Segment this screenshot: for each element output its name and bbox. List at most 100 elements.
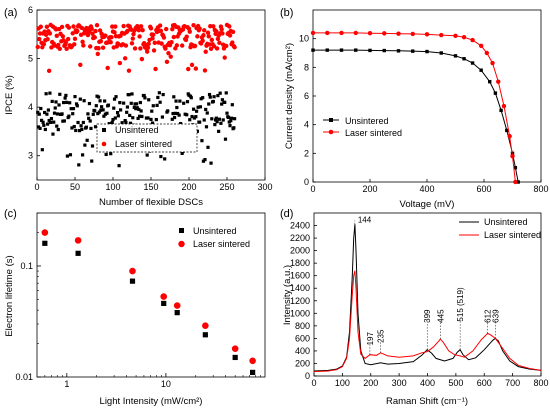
- panel-b-point-laser: [410, 31, 415, 37]
- panel-a-point-laser: [94, 22, 100, 28]
- panel-a-point-unsintered: [196, 105, 200, 109]
- panel-d-legend-laser: Laser sintered: [484, 230, 541, 240]
- panel-a-point-laser: [230, 40, 235, 45]
- panel-a-xtick-label: 200: [181, 182, 196, 192]
- panel-a-point-laser: [79, 25, 85, 31]
- panel-a-point-laser: [153, 66, 158, 72]
- panel-a-point-unsintered: [76, 120, 80, 125]
- panel-a-point-unsintered: [212, 95, 216, 99]
- panel-a-point-unsintered: [220, 98, 225, 102]
- panel-a-point-unsintered: [204, 107, 208, 112]
- panel-a-point-unsintered: [113, 116, 117, 120]
- panel-a-point-laser: [202, 28, 207, 33]
- panel-a-point-unsintered: [97, 110, 101, 114]
- panel-c-point-laser: [249, 357, 256, 365]
- panel-b-point-laser: [507, 133, 512, 139]
- panel-a-point-unsintered: [110, 120, 114, 124]
- panel-a-point-unsintered: [229, 116, 234, 120]
- panel-a-point-laser: [98, 38, 104, 44]
- panel-b-point-unsintered: [339, 48, 344, 52]
- panel-a-point-unsintered: [96, 95, 101, 99]
- panel-a-point-unsintered: [201, 96, 205, 100]
- panel-a-point-unsintered: [145, 153, 149, 157]
- panel-a-point-laser: [191, 23, 196, 28]
- panel-d-xtick-label: 200: [363, 378, 378, 388]
- panel-a-point-laser: [189, 62, 195, 68]
- panel-a-point-unsintered: [125, 110, 129, 114]
- panel-b-point-laser: [396, 31, 401, 36]
- panel-a-point-unsintered: [63, 96, 67, 100]
- panel-a-point-unsintered: [135, 106, 139, 110]
- panel-a-point-unsintered: [125, 105, 130, 109]
- panel-d-ytick-label: 400: [295, 346, 310, 356]
- panel-a-point-unsintered: [45, 112, 49, 116]
- panel-a-point-laser: [129, 41, 135, 46]
- panel-d-peak-label: 197: [366, 332, 375, 346]
- panel-d-ticks: 0 100 200 300 400 500 600 700 800020040060080010…: [290, 221, 549, 388]
- panel-b: (b) Voltage (mV) Current density (mA/cm²…: [280, 7, 549, 210]
- panel-a-point-unsintered: [171, 111, 175, 116]
- panel-a-point-unsintered: [115, 110, 120, 115]
- panel-a-point-unsintered: [62, 100, 66, 105]
- panel-b-point-unsintered: [453, 54, 458, 58]
- panel-a-point-laser: [72, 42, 77, 47]
- panel-a-point-laser: [211, 44, 217, 49]
- panel-b-point-laser: [310, 30, 316, 36]
- panel-c-xlabel: Light Intensity (mW/cm²): [100, 396, 203, 407]
- panel-d-line-unsintered: [313, 224, 542, 372]
- panel-b-point-unsintered: [396, 49, 401, 53]
- panel-a-point-laser: [65, 36, 71, 42]
- panel-a-point-unsintered: [159, 154, 163, 159]
- panel-b-point-unsintered: [311, 48, 315, 52]
- panel-b-point-unsintered: [354, 48, 358, 52]
- panel-a-point-unsintered: [65, 154, 69, 158]
- panel-a-legend-unsintered: Unsintered: [115, 125, 159, 135]
- panel-a-point-laser: [168, 54, 173, 59]
- panel-a-point-laser: [220, 31, 225, 36]
- panel-d-xtick-label: 400: [420, 378, 435, 388]
- panel-b-xtick-label: 0: [310, 184, 315, 194]
- panel-c-marks: [41, 229, 256, 376]
- panel-a-point-unsintered: [147, 98, 151, 102]
- panel-a-point-unsintered: [70, 126, 74, 130]
- panel-a-point-unsintered: [88, 119, 92, 123]
- panel-b-point-unsintered: [488, 79, 492, 84]
- panel-b-legend-unsintered: Unsintered: [345, 116, 389, 126]
- panel-a-point-laser: [157, 23, 163, 28]
- panel-b-point-unsintered: [513, 165, 518, 170]
- panel-b-point-laser: [424, 32, 430, 37]
- panel-a-point-unsintered: [52, 111, 57, 115]
- panel-a-point-unsintered: [226, 115, 231, 120]
- panel-c-point-laser: [160, 293, 168, 300]
- panel-a-ticks: 0 50 100 150 200 250 300 3 4 5 6: [28, 5, 273, 192]
- panel-a-point-unsintered: [202, 118, 206, 122]
- panel-c-ytick-label: 0.01: [15, 372, 33, 382]
- panel-a-point-unsintered: [173, 111, 177, 115]
- panel-d-ytick-label: 1600: [290, 271, 310, 281]
- panel-a-point-unsintered: [112, 97, 117, 101]
- panel-c-ylabel: Electron lifetime (s): [4, 255, 15, 336]
- panel-a-point-unsintered: [119, 108, 123, 112]
- panel-a-point-unsintered: [208, 95, 212, 99]
- panel-b-point-laser: [501, 103, 507, 109]
- panel-a-point-unsintered: [177, 113, 181, 117]
- panel-a-point-laser: [148, 26, 154, 31]
- panel-a-point-unsintered: [39, 118, 44, 122]
- panel-d-xtick-label: 0: [311, 378, 316, 388]
- panel-a-point-laser: [146, 41, 151, 47]
- panel-a-point-unsintered: [101, 108, 105, 112]
- panel-a-point-unsintered: [136, 116, 140, 120]
- panel-a-point-laser: [71, 24, 76, 29]
- panel-a-point-unsintered: [89, 126, 93, 131]
- panel-a-point-unsintered: [98, 99, 102, 103]
- panel-a-xlabel: Number of flexible DSCs: [99, 197, 203, 208]
- panel-a-point-unsintered: [80, 127, 84, 132]
- panel-c-point-unsintered: [42, 240, 48, 246]
- panel-a-point-unsintered: [93, 109, 97, 113]
- panel-a-point-unsintered: [160, 115, 164, 119]
- panel-b-point-laser: [439, 32, 444, 38]
- panel-a-point-unsintered: [105, 111, 109, 115]
- panel-d-peak-label: 144: [358, 216, 372, 225]
- panel-a-point-unsintered: [112, 106, 116, 110]
- panel-a-point-unsintered: [216, 93, 220, 98]
